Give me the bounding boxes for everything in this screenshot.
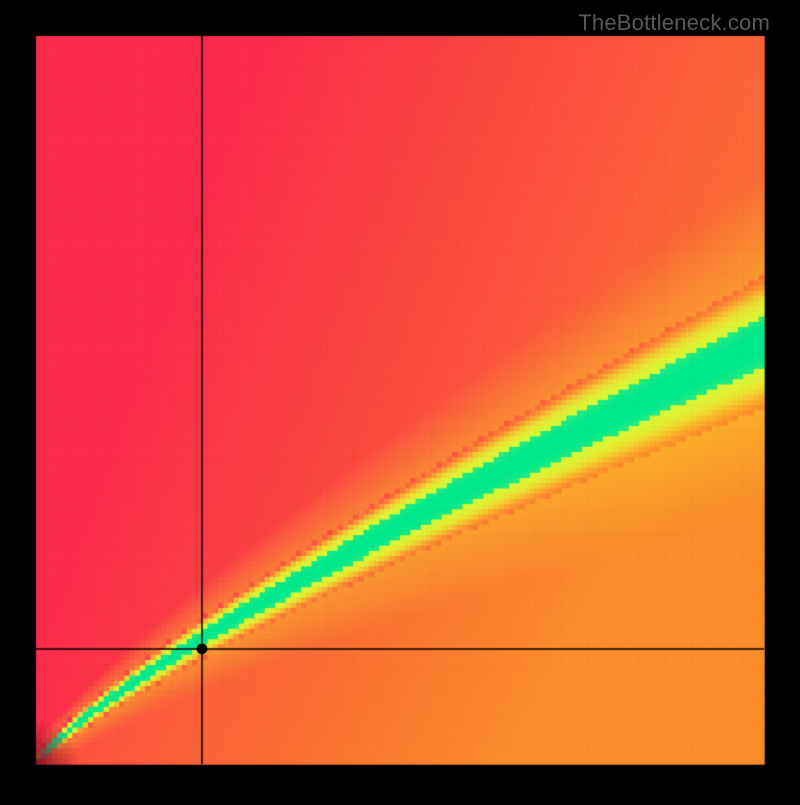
watermark-text: TheBottleneck.com: [578, 10, 770, 36]
bottleneck-heatmap: [0, 0, 800, 805]
heatmap-canvas: [0, 0, 800, 800]
